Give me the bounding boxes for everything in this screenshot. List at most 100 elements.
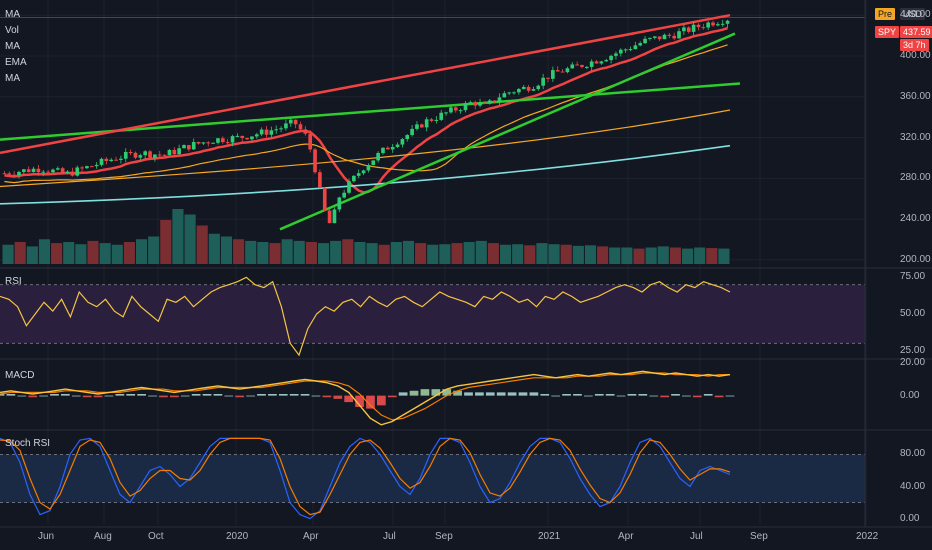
candle-body-142 bbox=[691, 24, 696, 32]
legend-ma-1[interactable]: MA bbox=[5, 9, 20, 20]
macd-hist-bar-60 bbox=[649, 395, 659, 397]
macd-pane bbox=[0, 370, 735, 426]
macd-hist-bar-8 bbox=[82, 395, 92, 398]
volume-bar-21 bbox=[257, 242, 269, 264]
candle-body-1 bbox=[7, 173, 12, 175]
candle-body-37 bbox=[182, 145, 186, 149]
volume-bar-12 bbox=[148, 236, 160, 264]
y-tick-label-5: 240.00 bbox=[900, 213, 931, 225]
volume-bar-37 bbox=[451, 243, 463, 264]
macd-hist-bar-44 bbox=[475, 392, 484, 396]
candle-body-49 bbox=[240, 135, 245, 138]
macd-hist-bar-63 bbox=[682, 395, 691, 397]
candle-body-137 bbox=[667, 34, 672, 36]
candle-body-101 bbox=[492, 100, 497, 102]
candle-body-91 bbox=[444, 112, 448, 114]
macd-hist-bar-43 bbox=[464, 392, 473, 396]
volume-bar-23 bbox=[281, 239, 293, 264]
candle-body-71 bbox=[347, 181, 351, 193]
candle-body-22 bbox=[109, 159, 114, 161]
candle-body-113 bbox=[551, 70, 555, 79]
candle-body-131 bbox=[638, 43, 643, 46]
volume-bar-3 bbox=[38, 239, 51, 264]
candle-body-34 bbox=[167, 149, 172, 156]
candle-body-104 bbox=[507, 92, 511, 94]
macd-hist-bar-14 bbox=[148, 395, 157, 397]
candle-body-135 bbox=[657, 36, 662, 40]
candle-body-127 bbox=[618, 49, 623, 54]
candle-body-36 bbox=[177, 148, 181, 155]
grid-lines bbox=[0, 0, 867, 525]
candle-body-110 bbox=[536, 85, 541, 90]
volume-bar-17 bbox=[208, 233, 220, 264]
macd-hist-bar-64 bbox=[692, 395, 702, 398]
candle-body-95 bbox=[463, 103, 468, 111]
candle-body-6 bbox=[31, 168, 36, 173]
candle-body-24 bbox=[119, 158, 123, 160]
candle-body-3 bbox=[17, 171, 21, 176]
candle-body-16 bbox=[80, 167, 84, 169]
rsi-pane-label[interactable]: RSI bbox=[5, 276, 22, 287]
volume-bar-34 bbox=[415, 243, 427, 264]
macd-hist-bar-58 bbox=[627, 394, 637, 396]
legend-ma-2[interactable]: MA bbox=[5, 41, 20, 52]
x-tick-label-5: Jul bbox=[383, 531, 396, 542]
stoch-k-line bbox=[0, 437, 731, 520]
volume-bar-26 bbox=[317, 243, 330, 264]
candle-body-63 bbox=[308, 133, 313, 150]
countdown-tag: 3d 7h bbox=[900, 39, 929, 51]
macd-hist-bar-38 bbox=[409, 390, 419, 396]
candle-body-140 bbox=[682, 27, 686, 32]
legend-ema[interactable]: EMA bbox=[5, 57, 27, 68]
candle-body-43 bbox=[211, 142, 215, 144]
candle-body-51 bbox=[250, 136, 254, 140]
macd-hist-bar-12 bbox=[126, 394, 136, 396]
macd-hist-bar-16 bbox=[169, 395, 179, 398]
candle-body-93 bbox=[453, 107, 458, 111]
candle-body-57 bbox=[279, 128, 283, 130]
volume-bar-18 bbox=[220, 236, 233, 264]
x-tick-label-6: Sep bbox=[435, 531, 453, 542]
macd-hist-bar-67 bbox=[725, 395, 735, 397]
candle-body-53 bbox=[259, 129, 264, 135]
legend-ma-3[interactable]: MA bbox=[5, 73, 20, 84]
volume-bar-47 bbox=[572, 245, 584, 264]
legend-vol[interactable]: Vol bbox=[5, 25, 19, 36]
macd-hist-bar-7 bbox=[71, 395, 81, 397]
candle-body-141 bbox=[686, 27, 691, 32]
candle-body-77 bbox=[376, 153, 380, 161]
trendline-green-rising bbox=[279, 32, 736, 231]
candle-body-33 bbox=[162, 154, 167, 156]
volume-bar-4 bbox=[51, 243, 63, 264]
candle-body-32 bbox=[157, 154, 162, 156]
candle-body-75 bbox=[366, 165, 371, 171]
x-tick-label-7: 2021 bbox=[538, 531, 561, 542]
stoch-rsi-pane bbox=[0, 437, 865, 520]
candle-body-27 bbox=[133, 152, 138, 158]
rsi-pane bbox=[0, 276, 865, 357]
candle-body-125 bbox=[609, 55, 613, 61]
volume-bar-29 bbox=[354, 242, 366, 264]
macd-hist-bar-56 bbox=[605, 394, 615, 396]
macd-pane-label[interactable]: MACD bbox=[5, 370, 35, 381]
candle-body-87 bbox=[424, 119, 429, 128]
volume-bar-19 bbox=[233, 239, 245, 264]
x-tick-label-9: Jul bbox=[690, 531, 703, 542]
stoch-pane-label[interactable]: Stoch RSI bbox=[5, 438, 51, 449]
rsi-tick-label-1: 50.00 bbox=[900, 308, 926, 319]
volume-bar-42 bbox=[512, 244, 524, 264]
currency-button[interactable]: USD bbox=[900, 8, 926, 20]
macd-hist-bar-18 bbox=[191, 394, 201, 396]
candle-body-80 bbox=[390, 146, 395, 150]
volume-bar-1 bbox=[14, 242, 26, 264]
candle-body-145 bbox=[706, 22, 710, 28]
macd-hist-bar-42 bbox=[453, 390, 462, 396]
rsi-band bbox=[0, 284, 865, 344]
candle-body-149 bbox=[725, 20, 730, 24]
macd-hist-bar-48 bbox=[518, 392, 528, 396]
candle-body-54 bbox=[264, 129, 269, 135]
candle-body-122 bbox=[594, 61, 599, 64]
candle-body-17 bbox=[85, 166, 89, 169]
candle-body-96 bbox=[468, 102, 473, 104]
